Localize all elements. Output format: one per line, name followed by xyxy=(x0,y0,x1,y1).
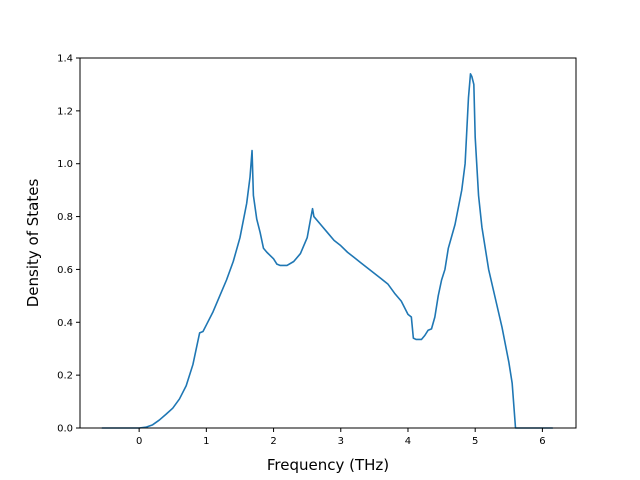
plot-area xyxy=(80,58,576,428)
x-tick-label: 4 xyxy=(405,436,411,447)
x-axis: 0 1 2 3 4 5 6 xyxy=(136,428,546,447)
y-tick-label: 0.6 xyxy=(57,265,73,276)
series-layer xyxy=(101,73,554,429)
x-axis-label: Frequency (THz) xyxy=(267,456,389,474)
dos-series-line xyxy=(101,73,554,429)
x-tick-label: 6 xyxy=(539,436,545,447)
x-tick-label: 3 xyxy=(338,436,344,447)
y-tick-label: 1.0 xyxy=(57,159,73,170)
y-tick-label: 1.4 xyxy=(57,54,73,65)
y-axis-label: Density of States xyxy=(24,179,42,308)
x-tick-label: 5 xyxy=(472,436,478,447)
y-tick-label: 0.0 xyxy=(57,424,73,435)
x-tick-label: 0 xyxy=(136,436,142,447)
y-axis: 0.0 0.2 0.4 0.6 0.8 1.0 1.2 1.4 xyxy=(57,54,80,435)
y-tick-label: 1.2 xyxy=(57,106,73,117)
y-tick-label: 0.8 xyxy=(57,212,73,223)
x-tick-label: 1 xyxy=(203,436,209,447)
y-tick-label: 0.4 xyxy=(57,318,73,329)
y-tick-label: 0.2 xyxy=(57,371,73,382)
plot-frame xyxy=(79,57,577,429)
x-tick-label: 2 xyxy=(270,436,276,447)
